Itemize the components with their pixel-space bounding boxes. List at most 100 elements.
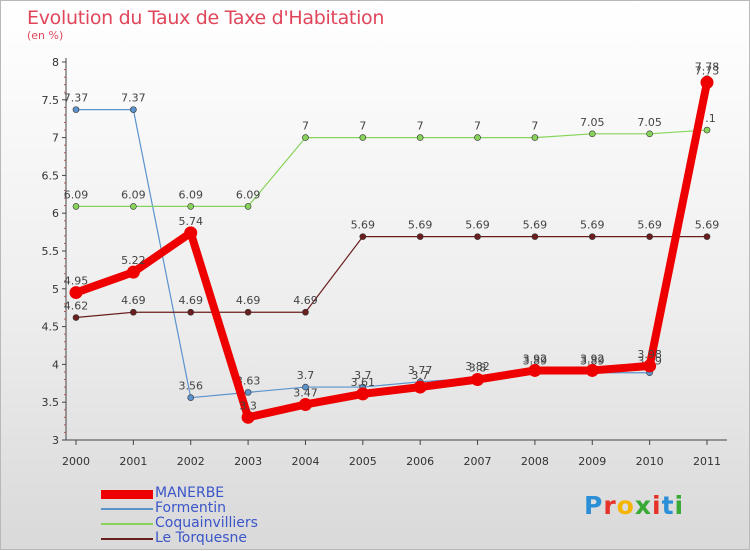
data-point-coquainvilliers xyxy=(474,134,481,141)
data-point-coquainvilliers xyxy=(187,203,195,210)
data-point-formentin xyxy=(302,383,309,391)
data-label-formentin: 3.7 xyxy=(297,369,315,382)
y-tick-label: 7 xyxy=(52,132,59,145)
data-point-le-torquesne xyxy=(72,314,80,321)
y-tick-label: 6.5 xyxy=(42,169,60,182)
legend-label: Formentin xyxy=(155,500,227,516)
data-point-manerbe xyxy=(356,387,370,401)
x-tick-label: 2008 xyxy=(521,455,549,468)
data-label-manerbe: 3.7 xyxy=(411,369,429,382)
data-label-le-torquesne: 4.69 xyxy=(236,294,261,307)
chart-subtitle: (en %) xyxy=(27,29,64,42)
data-point-le-torquesne xyxy=(244,308,252,316)
data-label-formentin: 3.82 xyxy=(465,360,490,373)
data-label-le-torquesne: 5.69 xyxy=(695,219,720,232)
data-point-formentin xyxy=(130,106,137,113)
data-label-coquainvilliers: 6.09 xyxy=(121,188,146,201)
data-point-manerbe xyxy=(528,363,542,377)
data-label-formentin: 3.7 xyxy=(354,369,372,382)
data-point-coquainvilliers xyxy=(646,130,653,138)
data-label-manerbe: 3.47 xyxy=(293,386,318,399)
data-point-le-torquesne xyxy=(646,233,653,240)
data-point-manerbe xyxy=(643,359,657,373)
legend-swatch xyxy=(101,489,153,499)
data-label-coquainvilliers: 7 xyxy=(417,120,424,133)
legend-swatch xyxy=(101,508,153,510)
legend-label: Coquainvilliers xyxy=(155,515,258,531)
data-label-coquainvilliers: 7.05 xyxy=(580,116,605,129)
data-point-le-torquesne xyxy=(416,233,424,240)
data-label-le-torquesne: 4.69 xyxy=(178,294,203,307)
data-label-le-torquesne: 5.69 xyxy=(465,219,490,232)
data-point-coquainvilliers xyxy=(72,203,80,210)
data-label-le-torquesne: 4.62 xyxy=(64,300,89,313)
y-tick-label: 8 xyxy=(52,56,59,69)
y-tick-label: 5.5 xyxy=(42,245,60,258)
x-tick-label: 2010 xyxy=(636,455,664,468)
data-label-formentin: 3.89 xyxy=(580,355,605,368)
data-point-coquainvilliers xyxy=(130,203,137,210)
data-label-manerbe: 7.73 xyxy=(695,64,720,77)
legend-swatch xyxy=(101,523,153,525)
x-tick-label: 2005 xyxy=(349,455,377,468)
logo-letter: r xyxy=(603,491,617,520)
x-tick-label: 2004 xyxy=(291,455,319,468)
data-label-formentin: 3.89 xyxy=(523,355,548,368)
legend-label: Le Torquesne xyxy=(155,530,248,546)
logo-letter: i xyxy=(652,491,662,520)
x-tick-label: 2000 xyxy=(62,455,90,468)
data-point-le-torquesne xyxy=(474,233,481,240)
data-label-manerbe: 3.98 xyxy=(637,348,662,361)
data-point-le-torquesne xyxy=(302,308,309,316)
data-label-manerbe: 3.92 xyxy=(580,352,605,365)
legend-swatch xyxy=(101,538,153,540)
data-point-coquainvilliers xyxy=(703,126,711,134)
data-label-formentin: 3.56 xyxy=(178,380,203,393)
series-line-formentin xyxy=(76,78,708,399)
series-line-coquainvilliers xyxy=(76,129,708,207)
data-point-le-torquesne xyxy=(531,233,539,240)
data-point-manerbe xyxy=(184,226,198,240)
data-label-manerbe: 3.92 xyxy=(523,352,548,365)
data-label-le-torquesne: 4.69 xyxy=(121,294,146,307)
logo-letter: o xyxy=(616,491,635,520)
x-tick-label: 2007 xyxy=(464,455,492,468)
data-label-le-torquesne: 5.69 xyxy=(637,219,662,232)
y-tick-label: 4.5 xyxy=(42,321,60,334)
data-point-le-torquesne xyxy=(703,233,711,240)
data-label-coquainvilliers: 6.09 xyxy=(178,188,203,201)
x-tick-label: 2006 xyxy=(406,455,434,468)
x-tick-label: 2003 xyxy=(234,455,262,468)
logo-letter: i xyxy=(674,491,685,520)
data-label-le-torquesne: 5.69 xyxy=(351,219,376,232)
data-label-le-torquesne: 5.69 xyxy=(523,219,548,232)
data-point-coquainvilliers xyxy=(588,130,596,138)
data-point-formentin xyxy=(187,394,195,401)
data-label-coquainvilliers: 7 xyxy=(531,120,538,133)
proxiti-logo: Proxiti xyxy=(584,491,684,520)
data-label-formentin: 7.78 xyxy=(695,61,720,74)
chart-title: Evolution du Taux de Taxe d'Habitation xyxy=(27,7,385,29)
logo-letter: x xyxy=(634,491,652,520)
data-label-manerbe: 5.74 xyxy=(178,215,203,228)
data-point-manerbe xyxy=(298,397,312,411)
logo-letter: P xyxy=(584,491,604,520)
data-label-formentin: 3.63 xyxy=(236,374,261,387)
data-label-coquainvilliers: 7 xyxy=(474,120,481,133)
data-label-formentin: 7.37 xyxy=(121,92,146,105)
y-tick-label: 3 xyxy=(52,434,59,447)
data-point-coquainvilliers xyxy=(531,134,539,141)
y-tick-label: 7.5 xyxy=(42,94,60,107)
data-point-coquainvilliers xyxy=(302,134,309,141)
x-tick-label: 2002 xyxy=(177,455,205,468)
data-point-manerbe xyxy=(241,410,255,424)
data-point-coquainvilliers xyxy=(416,134,424,141)
data-point-manerbe xyxy=(126,265,140,279)
data-point-coquainvilliers xyxy=(244,203,252,210)
data-point-manerbe xyxy=(700,75,714,89)
data-point-manerbe xyxy=(69,286,83,300)
data-label-le-torquesne: 5.69 xyxy=(408,219,433,232)
data-point-coquainvilliers xyxy=(359,134,367,141)
